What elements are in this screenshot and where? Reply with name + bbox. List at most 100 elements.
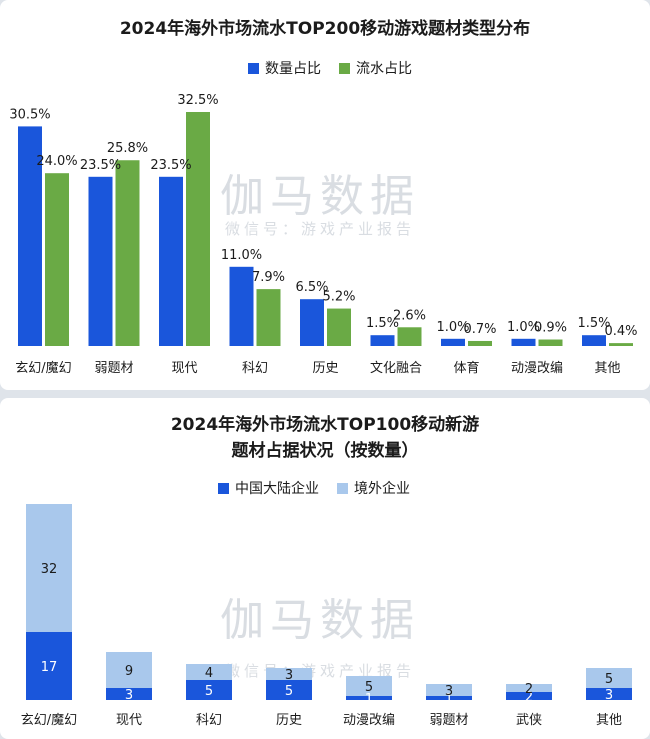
- bar-revenue-share: [256, 289, 281, 346]
- bar-count-share: [88, 176, 113, 346]
- bar-segment-mainland: [106, 688, 152, 700]
- data-label-mainland: 1: [365, 692, 373, 707]
- bar-count-share: [370, 335, 395, 346]
- data-label-mainland: 3: [125, 688, 133, 703]
- x-tick-label: 历史: [276, 713, 302, 728]
- legend-swatch: [248, 62, 259, 74]
- data-label-mainland: 5: [205, 684, 213, 699]
- bar-revenue-share: [609, 343, 633, 346]
- data-label-mainland: 5: [285, 684, 293, 699]
- legend-swatch: [339, 62, 350, 74]
- bar-segment-mainland: [426, 696, 472, 700]
- data-label-overseas: 3: [445, 684, 453, 699]
- x-tick-label: 其他: [596, 713, 622, 728]
- data-label-revenue-share: 25.8%: [107, 141, 148, 156]
- bar-segment-mainland: [26, 632, 72, 700]
- legend-swatch: [218, 482, 229, 494]
- x-tick-label: 科幻: [196, 713, 222, 728]
- legend-item-mainland: 中国大陆企业: [218, 478, 319, 498]
- x-tick-label: 现代: [171, 361, 197, 376]
- data-label-count-share: 1.5%: [366, 316, 399, 331]
- bar-revenue-share: [186, 112, 210, 346]
- legend-label: 流水占比: [356, 61, 412, 77]
- bar-revenue-share: [327, 308, 351, 346]
- data-label-overseas: 4: [205, 666, 213, 681]
- bar-segment-mainland: [266, 680, 312, 700]
- bar-segment-overseas: [266, 668, 312, 680]
- legend-swatch: [337, 482, 348, 494]
- bar-count-share: [229, 266, 254, 346]
- bar-segment-mainland: [506, 692, 552, 700]
- data-label-revenue-share: 24.0%: [36, 154, 77, 169]
- bar-count-share: [159, 176, 183, 346]
- x-tick-label: 其他: [594, 361, 620, 376]
- legend-item-revenue-share: 流水占比: [339, 58, 412, 78]
- bar-segment-overseas: [106, 652, 152, 688]
- x-tick-label: 历史: [312, 361, 338, 376]
- bar-segment-overseas: [426, 684, 472, 696]
- data-label-revenue-share: 0.9%: [534, 321, 567, 336]
- legend-item-count-share: 数量占比: [248, 58, 321, 78]
- data-label-overseas: 5: [605, 672, 613, 687]
- data-label-count-share: 1.0%: [436, 320, 469, 335]
- bar-segment-mainland: [186, 680, 232, 700]
- legend-label: 数量占比: [265, 61, 321, 77]
- chart-title: 2024年海外市场流水TOP200移动游戏题材类型分布: [119, 19, 531, 39]
- data-label-count-share: 30.5%: [9, 107, 50, 122]
- bar-segment-overseas: [26, 504, 72, 632]
- bar-revenue-share: [397, 327, 422, 346]
- bar-chart-genre-distribution: 30.5%24.0%玄幻/魔幻23.5%25.8%弱题材23.5%32.5%现代…: [9, 93, 637, 376]
- legend-label: 境外企业: [354, 481, 410, 497]
- bar-count-share: [441, 338, 465, 346]
- data-label-revenue-share: 0.7%: [463, 322, 496, 337]
- bar-segment-overseas: [506, 684, 552, 692]
- chart-panel-new-games: 2024年海外市场流水TOP100移动新游 题材占据状况（按数量） 中国大陆企业…: [0, 398, 650, 739]
- bar-count-share: [511, 338, 536, 346]
- x-tick-label: 武侠: [516, 713, 542, 728]
- x-tick-label: 现代: [116, 713, 142, 728]
- data-label-count-share: 23.5%: [80, 158, 121, 173]
- chart-legend: 中国大陆企业 境外企业: [218, 478, 410, 498]
- chart-panel-genre-distribution: 2024年海外市场流水TOP200移动游戏题材类型分布 数量占比 流水占比 伽马…: [0, 0, 650, 390]
- bar-segment-overseas: [186, 664, 232, 680]
- bar-revenue-share: [538, 339, 563, 346]
- data-label-mainland: 3: [605, 688, 613, 703]
- data-label-revenue-share: 2.6%: [393, 308, 426, 323]
- x-tick-label: 科幻: [242, 361, 268, 376]
- data-label-mainland: 17: [41, 660, 58, 675]
- bar-revenue-share: [45, 173, 69, 346]
- x-tick-label: 玄幻/魔幻: [21, 713, 77, 728]
- x-tick-label: 体育: [453, 360, 479, 376]
- data-label-count-share: 6.5%: [295, 280, 328, 295]
- x-tick-label: 动漫改编: [511, 361, 563, 376]
- data-label-revenue-share: 32.5%: [177, 93, 218, 108]
- bar-revenue-share: [115, 160, 140, 346]
- bar-segment-mainland: [346, 696, 392, 700]
- legend-item-overseas: 境外企业: [337, 478, 410, 498]
- bar-segment-overseas: [346, 676, 392, 696]
- bar-count-share: [582, 335, 606, 346]
- data-label-overseas: 3: [285, 668, 293, 683]
- data-label-count-share: 1.0%: [507, 320, 540, 335]
- x-tick-label: 玄幻/魔幻: [15, 361, 71, 376]
- legend-label: 中国大陆企业: [235, 481, 319, 497]
- bar-segment-overseas: [586, 668, 632, 688]
- data-label-count-share: 23.5%: [150, 158, 191, 173]
- bar-revenue-share: [468, 340, 492, 346]
- bar-count-share: [18, 126, 42, 347]
- data-label-overseas: 32: [41, 562, 58, 577]
- x-tick-label: 弱题材: [429, 713, 468, 728]
- x-tick-label: 文化融合: [370, 361, 422, 376]
- data-label-revenue-share: 5.2%: [322, 290, 355, 305]
- data-label-count-share: 11.0%: [221, 248, 262, 263]
- bar-count-share: [300, 299, 324, 346]
- data-label-count-share: 1.5%: [577, 316, 610, 331]
- data-label-mainland: 1: [445, 692, 453, 707]
- x-tick-label: 动漫改编: [343, 713, 395, 728]
- data-label-overseas: 5: [365, 680, 373, 695]
- x-tick-label: 弱题材: [94, 361, 133, 376]
- chart-title-line1: 2024年海外市场流水TOP100移动新游: [170, 415, 480, 435]
- chart-legend: 数量占比 流水占比: [248, 58, 412, 78]
- chart-title-line2: 题材占据状况（按数量）: [231, 441, 419, 461]
